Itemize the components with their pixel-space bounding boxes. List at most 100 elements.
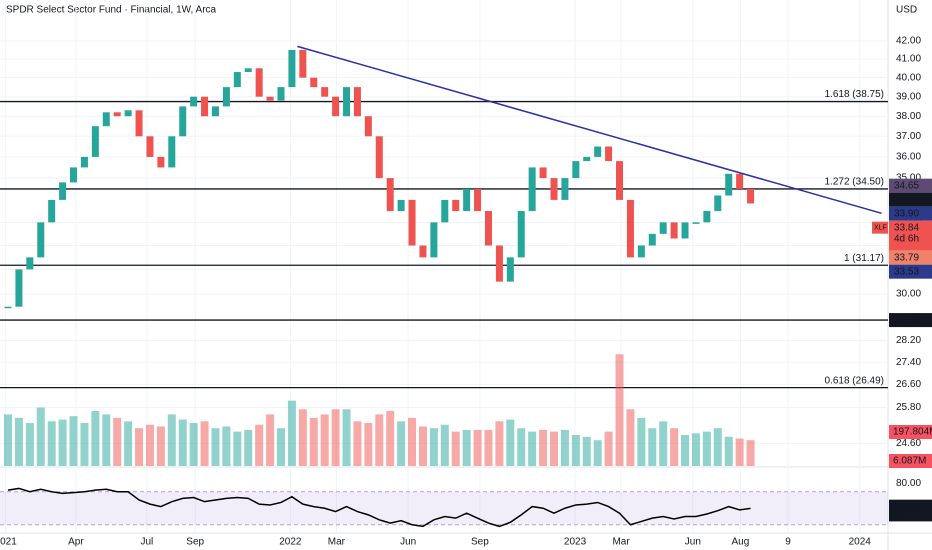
volume-bar [440, 424, 449, 466]
volume-aux-badge [889, 454, 932, 468]
candle [146, 136, 154, 157]
candle [179, 106, 187, 137]
x-tick-label: Jun [400, 537, 416, 548]
candle [659, 222, 667, 234]
x-tick-label: 9 [785, 537, 791, 548]
candle [452, 199, 460, 212]
candle [626, 199, 634, 258]
rsi-line [7, 487, 751, 528]
volume-bar [582, 436, 591, 466]
candle [692, 222, 700, 224]
symbol-label: XLF [874, 225, 887, 232]
price-badge [889, 264, 932, 279]
volume-bar [418, 426, 427, 466]
candle [430, 222, 438, 258]
price-badge [889, 178, 932, 193]
candle [681, 222, 689, 239]
x-tick-label: Apr [68, 537, 84, 548]
candle [59, 182, 67, 200]
volume-bar [14, 417, 23, 466]
y-tick-label: 40.00 [896, 72, 921, 83]
volume-bar [637, 417, 646, 466]
price-badge [889, 220, 932, 251]
candle [375, 136, 383, 179]
volume-bar [36, 407, 45, 466]
volume-bar [178, 419, 187, 466]
volume-bar [211, 428, 220, 466]
y-tick-label: 37.00 [896, 131, 921, 142]
volume-bar [364, 423, 373, 466]
rsi-badge [889, 507, 932, 522]
volume-bar [702, 431, 711, 466]
level-badge [889, 313, 932, 328]
volume-bar [200, 421, 209, 466]
volume-bar [91, 410, 100, 466]
volume-bar [386, 410, 395, 466]
x-tick-label: 2021 [0, 537, 17, 548]
candle [670, 222, 678, 239]
level-label: 1.618 (38.75) [825, 89, 885, 100]
volume-bar [550, 431, 558, 466]
candle [528, 167, 536, 212]
candle [594, 146, 602, 157]
candle [386, 178, 394, 212]
price-badge-label: 33.53 [894, 266, 919, 277]
volume-bar [691, 433, 700, 466]
price-badge-label: 34.19 [894, 194, 919, 205]
x-tick-label: Jun [685, 537, 701, 548]
candle [725, 173, 733, 196]
y-tick-label: 36.00 [896, 152, 921, 163]
volume-bar [69, 416, 78, 466]
volume-bar [517, 428, 526, 466]
y-tick-label: 25.80 [896, 402, 921, 413]
candle [736, 173, 744, 189]
volume-bar [659, 421, 668, 466]
candle [332, 96, 340, 117]
candle [255, 68, 263, 97]
candle [244, 68, 252, 73]
x-tick-label: Mar [328, 537, 346, 548]
y-tick-label: 26.60 [896, 379, 921, 390]
volume-ma-label: 197.804M [893, 427, 932, 438]
volume-bar [648, 428, 657, 466]
rsi-band [0, 491, 888, 525]
rsi-ma-label: 51.91 [894, 501, 919, 512]
volume-bar [746, 440, 755, 466]
volume-bar [724, 436, 733, 466]
symbol-badge [872, 221, 888, 234]
price-badge-label: 34.65 [894, 180, 919, 191]
candle [321, 87, 329, 97]
volume-bar [222, 426, 231, 466]
price-badge-label: 33.79 [894, 252, 919, 263]
volume-bar [342, 409, 351, 466]
candle [364, 116, 372, 137]
price-badge-label: 33.84 [894, 222, 919, 233]
volume-bar [429, 428, 438, 466]
volume-bar [255, 424, 264, 466]
volume-bar [571, 435, 580, 466]
currency: USD [896, 5, 917, 16]
candle [397, 199, 405, 212]
candle [605, 146, 613, 162]
y-tick-label: 42.00 [896, 36, 921, 47]
price-badge [889, 250, 932, 265]
candle [211, 106, 219, 117]
volume-bar [244, 429, 253, 466]
candle [288, 49, 296, 88]
candle [266, 96, 274, 101]
x-tick-label: 2022 [279, 537, 302, 548]
candle [124, 110, 132, 117]
volume-ma-badge [889, 425, 932, 439]
candle [550, 178, 558, 200]
candle [310, 77, 318, 88]
candle [408, 199, 416, 246]
candle [419, 245, 427, 258]
candle [222, 87, 230, 107]
volume-bar [670, 428, 679, 466]
volume-bar [47, 421, 56, 466]
candle [441, 199, 449, 223]
volume-bar [156, 426, 165, 466]
x-tick-label: Sep [471, 537, 489, 548]
candle [190, 96, 198, 107]
